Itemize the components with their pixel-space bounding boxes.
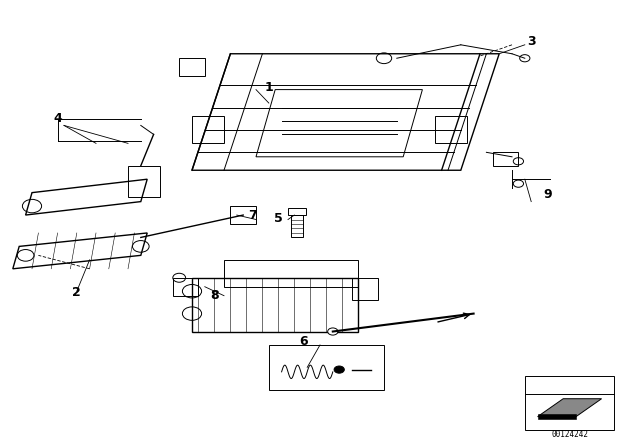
Text: 1: 1	[264, 81, 273, 94]
Bar	[435, 116, 467, 143]
Text: 3: 3	[527, 34, 536, 48]
Bar	[128, 166, 160, 197]
Bar	[525, 376, 614, 430]
Text: 6: 6	[300, 335, 308, 348]
Bar	[291, 215, 303, 237]
Bar	[192, 116, 224, 143]
Text: 4: 4	[53, 112, 62, 125]
Bar	[269, 345, 384, 390]
Bar	[173, 278, 198, 296]
Text: 5: 5	[274, 212, 283, 225]
Text: 9: 9	[543, 188, 552, 202]
Text: 2: 2	[72, 285, 81, 299]
Bar	[493, 152, 518, 166]
Circle shape	[328, 328, 338, 335]
Bar	[230, 206, 256, 224]
Bar	[538, 414, 576, 419]
Text: 7: 7	[248, 209, 257, 223]
Text: 8: 8	[210, 289, 219, 302]
Circle shape	[334, 366, 344, 373]
Text: 00124242: 00124242	[551, 430, 588, 439]
Bar	[288, 208, 306, 215]
Polygon shape	[538, 399, 602, 417]
Bar	[352, 278, 378, 300]
